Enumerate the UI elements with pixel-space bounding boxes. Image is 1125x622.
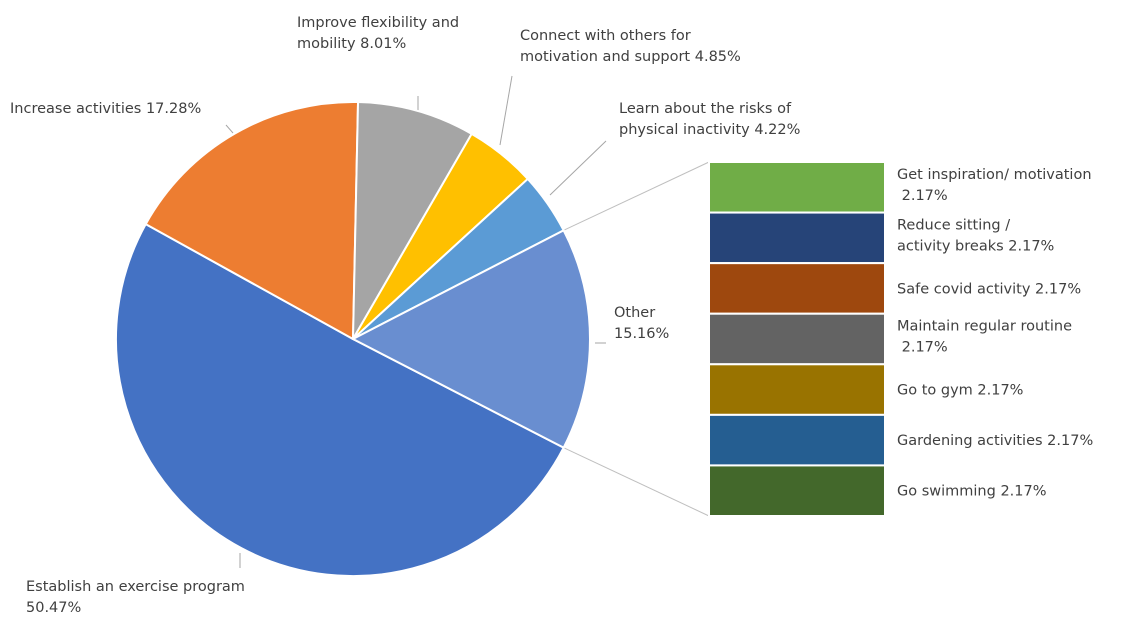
pie-slice-other [350,228,592,450]
bar-label-go-swimming: Go swimming 2.17% [897,484,1047,500]
bar-segment-get-inspiration-motivation [708,161,886,214]
pie-slice-improve-flexibility-and-mobility [352,101,474,340]
data-label-improve-flexibility-and-mobility: Improve flexibility and mobility 8.01% [297,15,459,52]
data-label-increase-activities: Increase activities 17.28% [10,101,201,117]
connector-line-bottom [563,447,710,517]
bar-segment-go-swimming [708,464,886,517]
data-label-establish-an-exercise-program: Establish an exercise program 50.47% [26,579,245,616]
bar-segment-maintain-regular-routine [708,312,886,366]
leader-line-increase-activities [225,124,234,134]
data-label-connect-with-others-for-motivation-and-support: Connect with others for motivation and su… [520,28,741,65]
bar-segment-safe-covid-activity [708,262,886,315]
bar-label-reduce-sitting-activity-breaks: Reduce sitting / activity breaks 2.17% [897,218,1054,255]
pie-slice-establish-an-exercise-program [115,222,565,578]
bar-segment-gardening-activities [708,413,886,467]
bar-label-maintain-regular-routine: Maintain regular routine 2.17% [897,319,1072,356]
bar-label-safe-covid-activity: Safe covid activity 2.17% [897,281,1081,297]
bar-segment-reduce-sitting-activity-breaks [708,211,886,265]
bar-label-gardening-activities: Gardening activities 2.17% [897,433,1093,449]
data-label-other: Other 15.16% [614,305,669,342]
leader-line-learn-about-the-risks-of-physical-inactivity [549,140,607,196]
pie-slice-increase-activities [144,101,360,341]
leader-line-connect-with-others-for-motivation-and-support [499,75,513,146]
connector-line-top [563,161,710,231]
bar-label-go-to-gym: Go to gym 2.17% [897,383,1023,399]
bar-segment-go-to-gym [708,363,886,416]
bar-label-get-inspiration-motivation: Get inspiration/ motivation 2.17% [897,167,1092,204]
data-label-learn-about-the-risks-of-physical-inactivity: Learn about the risks of physical inactiv… [619,101,800,138]
